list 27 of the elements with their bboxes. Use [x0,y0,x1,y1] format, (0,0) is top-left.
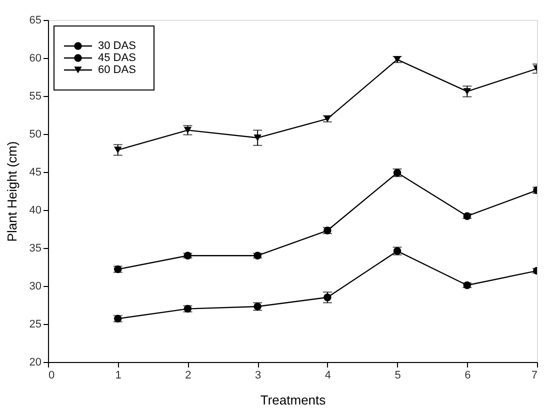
y-tick-label: 65 [29,14,42,26]
x-tick-label: 0 [48,370,55,382]
y-axis-title: Plant Height (cm) [4,141,20,242]
point [324,294,332,302]
x-tick-label: 1 [115,370,122,382]
x-tick-label: 5 [394,370,401,382]
legend-label: 60 DAS [98,64,136,76]
y-tick-label: 30 [29,280,42,292]
y-tick-label: 25 [29,318,42,330]
point [463,88,472,95]
y-tick-label: 55 [29,90,42,102]
y-tick-label: 45 [29,166,42,178]
y-tick-label: 35 [29,242,42,254]
y-tick-label: 60 [29,52,42,64]
y-tick-label: 20 [29,356,42,368]
x-axis-title: Treatments [260,392,326,408]
y-tick-label: 40 [29,204,42,216]
x-tick-label: 3 [255,370,262,382]
x-tick-label: 2 [185,370,192,382]
y-tick-label: 50 [29,128,42,140]
x-tick-label: 6 [464,370,471,382]
x-tick-label: 7 [531,370,538,382]
legend-label: 30 DAS [98,40,136,52]
point [114,146,122,154]
legend-label: 45 DAS [98,52,136,64]
x-tick-label: 4 [324,370,331,382]
point [254,134,262,142]
